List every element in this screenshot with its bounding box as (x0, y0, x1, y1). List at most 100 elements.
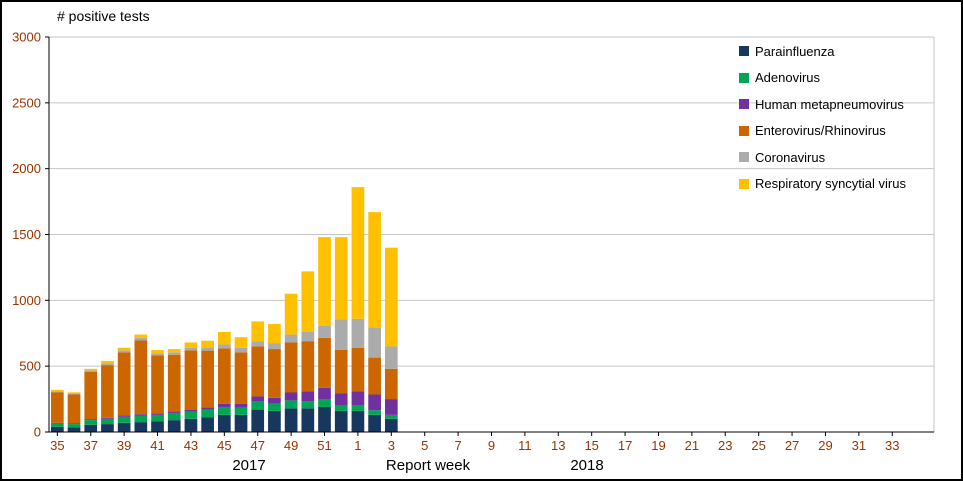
legend-label: Coronavirus (755, 149, 826, 165)
bar-segment (51, 392, 64, 423)
bar-segment (334, 319, 348, 350)
bar-segment (151, 414, 164, 422)
bar-segment (301, 401, 315, 409)
bar-segment (217, 414, 231, 432)
bar-segment (184, 411, 198, 419)
x-tick-label: 9 (488, 438, 495, 453)
bar-segment (134, 340, 148, 415)
bar-segment (184, 418, 198, 432)
bar-segment (151, 350, 164, 354)
bar-segment (67, 392, 81, 394)
legend-item-respiratory-syncytial-virus: Respiratory syncytial virus (739, 171, 906, 198)
bar-segment (117, 415, 131, 417)
legend-swatch-respiratory-syncytial-virus (739, 178, 749, 189)
x-tick-label: 41 (150, 438, 164, 453)
bar-segment (351, 347, 365, 392)
bar-segment (117, 347, 131, 351)
y-tick-label: 0 (34, 425, 41, 440)
bar-segment (167, 411, 181, 413)
bar-segment (301, 331, 315, 342)
bar-segment (251, 341, 265, 347)
legend-item-coronavirus: Coronavirus (739, 144, 906, 171)
x-tick-label: 31 (852, 438, 866, 453)
bar-segment (201, 347, 214, 351)
bar-segment (201, 407, 214, 410)
bar-segment (268, 324, 281, 344)
bar-segment (51, 389, 64, 392)
bar-segment (101, 418, 114, 425)
bar-segment (151, 421, 164, 432)
x-tick-label: 37 (84, 438, 98, 453)
bar-segment (117, 416, 131, 423)
x-tick-label: 27 (785, 438, 799, 453)
bar-segment (201, 417, 214, 432)
bar-segment (318, 406, 331, 432)
bar-segment (84, 370, 98, 372)
bar-segment (67, 427, 81, 432)
bar-segment (234, 414, 248, 432)
x-tick-label: 13 (551, 438, 565, 453)
x-tick-label: 29 (818, 438, 832, 453)
y-tick-label: 2500 (12, 95, 41, 110)
bar-segment (184, 347, 198, 351)
bar-segment (268, 349, 281, 398)
legend-item-enterovirus-rhinovirus: Enterovirus/Rhinovirus (739, 118, 906, 145)
bar-segment (384, 414, 398, 419)
bar-segment (217, 331, 231, 345)
x-tick-label: 21 (685, 438, 699, 453)
bar-segment (301, 271, 315, 332)
bar-segment (284, 293, 298, 335)
bar-segment (84, 419, 98, 421)
bar-segment (284, 400, 298, 409)
legend-label: Parainfluenza (755, 43, 835, 59)
legend: Parainfluenza Adenovirus Human metapneum… (739, 38, 906, 197)
y-tick-label: 1000 (12, 293, 41, 308)
bar-segment (351, 405, 365, 411)
bar-segment (134, 414, 148, 416)
bar-segment (184, 409, 198, 412)
bar-segment (184, 342, 198, 348)
x-tick-label: 5 (421, 438, 428, 453)
bar-segment (384, 368, 398, 400)
bar-segment (268, 410, 281, 432)
bar-segment (251, 346, 265, 397)
x-tick-label: 19 (651, 438, 665, 453)
x-tick-label: 33 (885, 438, 899, 453)
bar-segment (368, 357, 381, 395)
bar-segment (201, 340, 214, 348)
x-tick-label: 49 (284, 438, 298, 453)
bar-segment (151, 353, 164, 356)
bar-segment (384, 418, 398, 432)
legend-label: Adenovirus (755, 70, 821, 86)
bar-segment (318, 387, 331, 400)
x-axis-title: Report week (385, 457, 471, 474)
x-tick-label: 15 (584, 438, 598, 453)
bar-segment (217, 348, 231, 404)
legend-swatch-adenovirus (739, 72, 749, 83)
bar-segment (51, 422, 64, 424)
bar-segment (234, 352, 248, 404)
bar-segment (251, 321, 265, 342)
bar-segment (318, 337, 331, 388)
legend-swatch-human-metapneumovirus (739, 99, 749, 110)
bar-segment (151, 355, 164, 414)
bar-segment (284, 408, 298, 432)
x-tick-label: 43 (184, 438, 198, 453)
bar-segment (167, 352, 181, 355)
bar-segment (101, 360, 114, 364)
bar-segment (217, 406, 231, 415)
x-tick-label: 1 (354, 438, 361, 453)
x-tick-label: 25 (751, 438, 765, 453)
bar-segment (134, 334, 148, 338)
bar-segment (301, 408, 315, 432)
legend-swatch-enterovirus-rhinovirus (739, 125, 749, 136)
bar-segment (268, 343, 281, 350)
bar-segment (51, 423, 64, 427)
x-tick-label: 7 (454, 438, 461, 453)
bar-segment (284, 392, 298, 401)
legend-label: Respiratory syncytial virus (755, 176, 906, 192)
bar-segment (334, 410, 348, 432)
bar-segment (251, 396, 265, 402)
bar-segment (101, 424, 114, 432)
